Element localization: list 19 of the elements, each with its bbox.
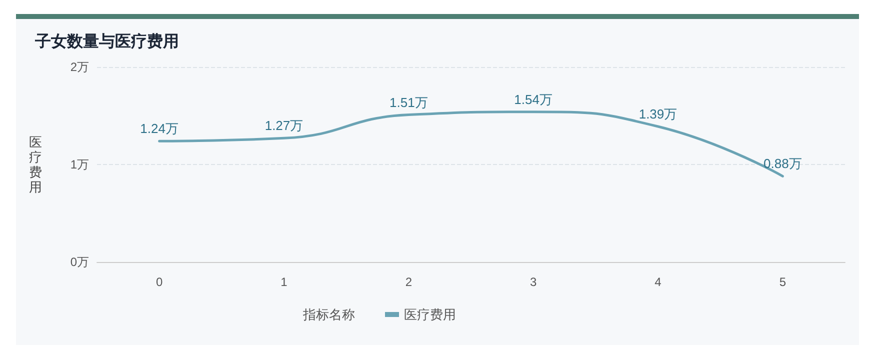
data-label: 1.39万	[638, 106, 678, 122]
data-label: 1.51万	[390, 94, 428, 110]
legend-label: 医疗费用	[404, 307, 456, 322]
x-tick-label: 1	[280, 275, 288, 289]
y-tick-label: 1万	[70, 158, 89, 172]
data-label: 1.27万	[264, 118, 304, 134]
data-label: 1.54万	[514, 92, 552, 107]
y-tick-label: 2万	[70, 60, 89, 74]
x-tick-label: 3	[530, 275, 537, 289]
x-tick-label: 0	[156, 275, 163, 289]
x-tick-label: 5	[779, 275, 786, 289]
data-label: 1.24万	[140, 121, 178, 136]
x-tick-label: 4	[654, 275, 662, 289]
x-tick-label: 2	[405, 275, 412, 289]
chart-title: 子女数量与医疗费用	[34, 32, 179, 50]
y-tick-label: 0万	[70, 255, 89, 269]
legend-title: 指标名称	[302, 307, 355, 322]
y-axis-title: 医疗费用	[29, 134, 42, 194]
data-label: 0.88万	[764, 156, 802, 172]
